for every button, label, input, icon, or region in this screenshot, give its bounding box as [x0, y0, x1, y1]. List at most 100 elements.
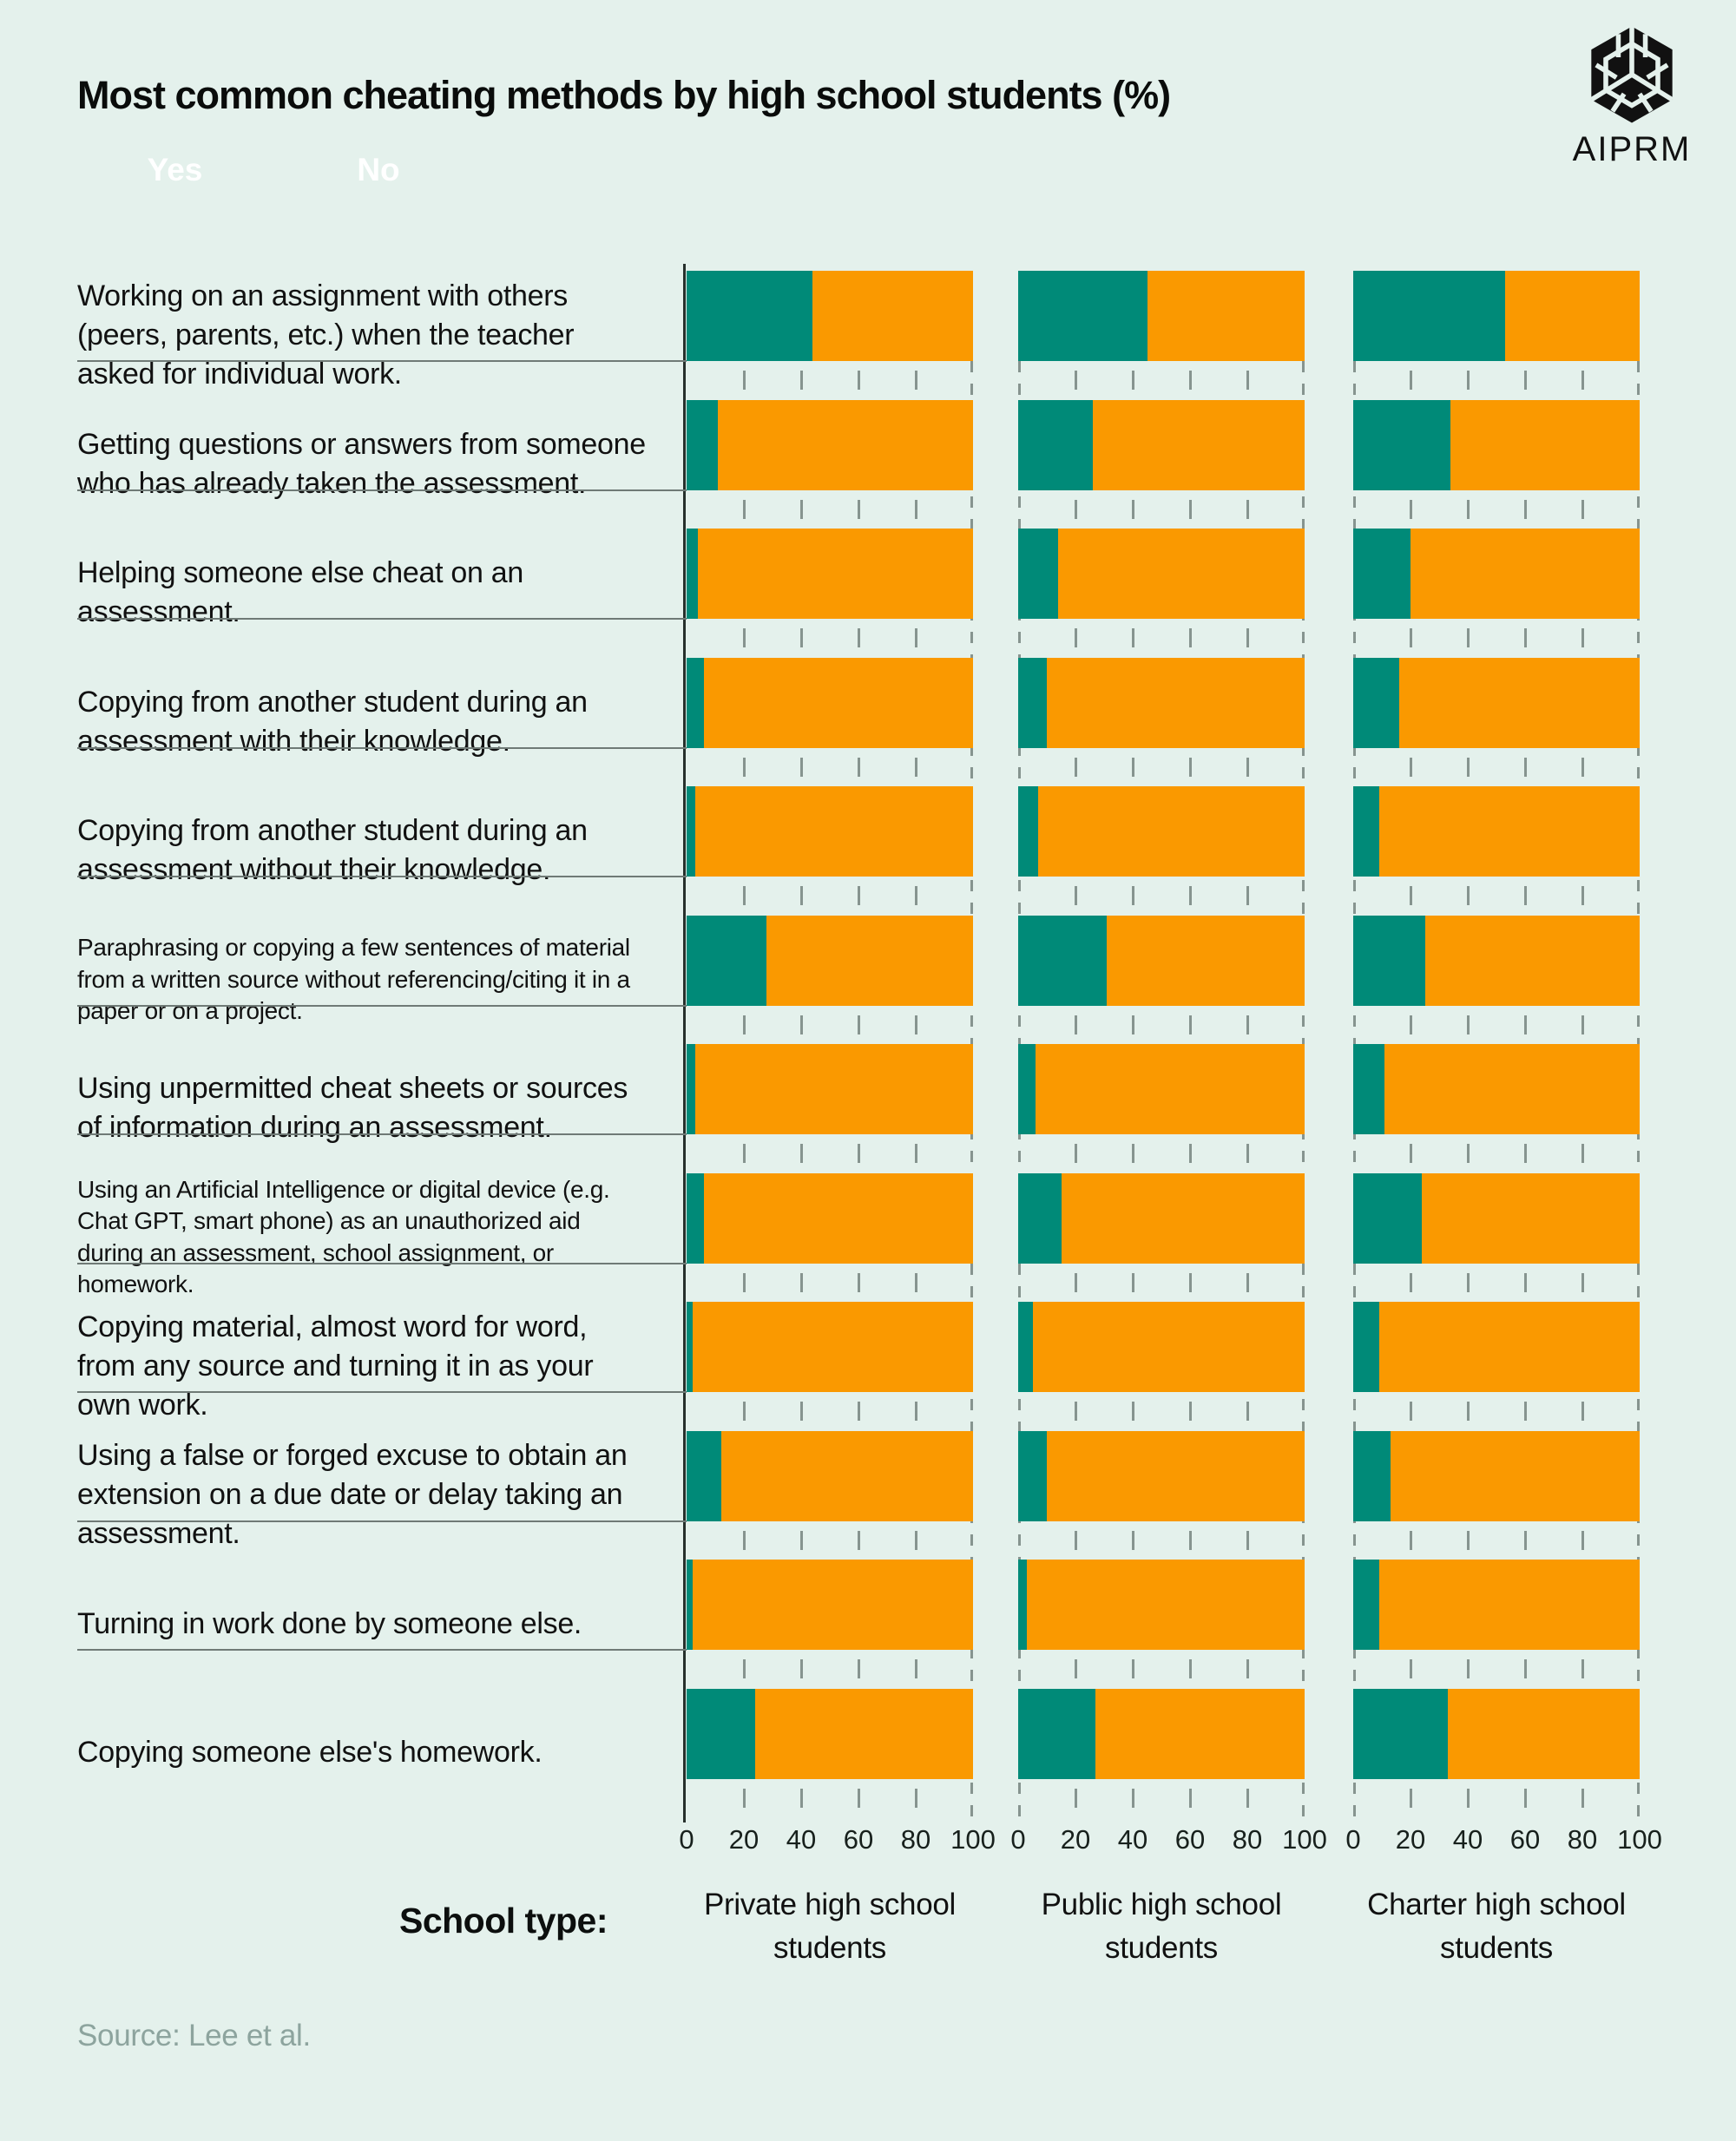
tick-mark: [1188, 1402, 1192, 1421]
axis-tick-label: 80: [900, 1824, 931, 1855]
tick-mark: [1074, 371, 1077, 390]
row-label: Turning in work done by someone else.: [77, 1560, 687, 1689]
stacked-bar: [687, 915, 973, 1006]
axis-tick-label: 0: [1010, 1824, 1026, 1855]
stacked-bar: [1018, 915, 1305, 1006]
legend-no-swatch: No: [357, 152, 400, 187]
tick-mark: [914, 886, 917, 905]
axis-tick-label: 100: [1282, 1824, 1327, 1855]
row-label: Copying someone else's homework.: [77, 1736, 542, 1770]
tick-mark: [1074, 1530, 1077, 1550]
bar-cell: [1018, 1044, 1305, 1173]
stacked-bar: [687, 1688, 973, 1779]
tick-mark: [1188, 886, 1192, 905]
tick-mark: [1523, 1659, 1527, 1678]
axis-tick-labels: 0 20 40 60 80 100: [679, 1824, 995, 1859]
tick-mark: [799, 1015, 803, 1034]
tick-mark: [857, 1015, 860, 1034]
bar-segment-no: [1422, 1172, 1640, 1264]
tick-mark: [1523, 1144, 1527, 1163]
bar-cell: [687, 271, 973, 400]
axis-tick-label: 100: [950, 1824, 996, 1855]
tick-mark: [742, 1144, 746, 1163]
tick-mark: [1409, 1015, 1412, 1034]
bar-segment-no: [1147, 271, 1305, 361]
bar-cell: [1018, 1172, 1305, 1303]
column-gap: [973, 1044, 1018, 1173]
bar-segment-yes: [1018, 1560, 1027, 1650]
tick-mark: [1246, 757, 1249, 777]
bar-cell: [687, 1430, 973, 1560]
tick-mark: [1581, 886, 1584, 905]
tick-mark: [1131, 1788, 1134, 1808]
bar-segment-no: [1032, 1302, 1305, 1392]
tick-mark: [1523, 628, 1527, 647]
tick-mark: [1466, 499, 1470, 519]
tick-mark: [1188, 1015, 1192, 1034]
bar-cell: [687, 786, 973, 916]
bar-cell: [1353, 1172, 1640, 1303]
tick-mark: [799, 1530, 803, 1550]
tick-mark: [914, 757, 917, 777]
bar-segment-yes: [687, 915, 767, 1006]
tick-mark: [1409, 757, 1412, 777]
stacked-bar: [1018, 1430, 1305, 1521]
bar-segment-no: [694, 786, 973, 877]
bar-cell: [687, 1044, 973, 1173]
stacked-bar: [1018, 1302, 1305, 1392]
bar-segment-yes: [687, 1430, 721, 1521]
bar-cell: [687, 529, 973, 658]
tick-mark: [799, 1144, 803, 1163]
tick-mark: [1581, 1788, 1584, 1808]
tick-mark: [1581, 1402, 1584, 1421]
tick-mark: [857, 1144, 860, 1163]
stacked-bar: [1353, 1560, 1640, 1650]
bar-segment-no: [1092, 399, 1305, 490]
bar-cell: [1018, 657, 1305, 787]
row-label: Copying from another student during an a…: [77, 786, 687, 916]
stacked-bar: [687, 1302, 973, 1392]
stacked-bar: [1018, 529, 1305, 619]
column-gap: [973, 529, 1018, 658]
column-gap: [973, 916, 1018, 1045]
column-gap: [1305, 786, 1353, 916]
column-gap: [973, 400, 1018, 529]
tick-mark: [1246, 1272, 1249, 1292]
tick-mark: [1131, 499, 1134, 519]
bar-segment-yes: [1353, 1302, 1379, 1392]
bar-segment-no: [1047, 657, 1305, 748]
bar-cell: [1018, 1688, 1305, 1818]
tick-mark: [1581, 1659, 1584, 1678]
bar-segment-no: [692, 1560, 973, 1650]
stacked-bar: [1018, 657, 1305, 748]
row-label: Using a false or forged excuse to obtain…: [77, 1431, 687, 1560]
column-gap: [1305, 1431, 1353, 1560]
tick-mark: [1188, 371, 1192, 390]
tick-mark: [1409, 1402, 1412, 1421]
bar-segment-yes: [1018, 1044, 1036, 1134]
column-gap: [973, 1560, 1018, 1689]
stacked-bar: [1018, 1172, 1305, 1264]
axis-tick-label: 40: [1452, 1824, 1483, 1855]
row-label: Working on an assignment with others (pe…: [77, 271, 687, 400]
stacked-bar: [1353, 529, 1640, 619]
bar-segment-no: [1424, 915, 1640, 1006]
aiprm-logo-icon: [1589, 26, 1674, 123]
tick-mark: [742, 371, 746, 390]
axis-tick-label: 60: [1174, 1824, 1206, 1855]
column-gap: [1305, 271, 1353, 400]
axis-tick-label: 40: [786, 1824, 817, 1855]
tick-mark: [914, 1788, 917, 1808]
tick-mark: [1246, 1015, 1249, 1034]
bar-segment-yes: [1353, 657, 1399, 748]
tick-mark: [1131, 371, 1134, 390]
stacked-bar: [1018, 1044, 1305, 1134]
bar-cell: [687, 399, 973, 529]
tick-mark: [1581, 1530, 1584, 1550]
bar-cell: [1353, 1044, 1640, 1173]
column-gap: [973, 1173, 1018, 1303]
tick-mark: [1074, 1272, 1077, 1292]
bar-segment-yes: [1353, 1560, 1379, 1650]
tick-mark: [1523, 1272, 1527, 1292]
bar-segment-yes: [1353, 786, 1379, 877]
